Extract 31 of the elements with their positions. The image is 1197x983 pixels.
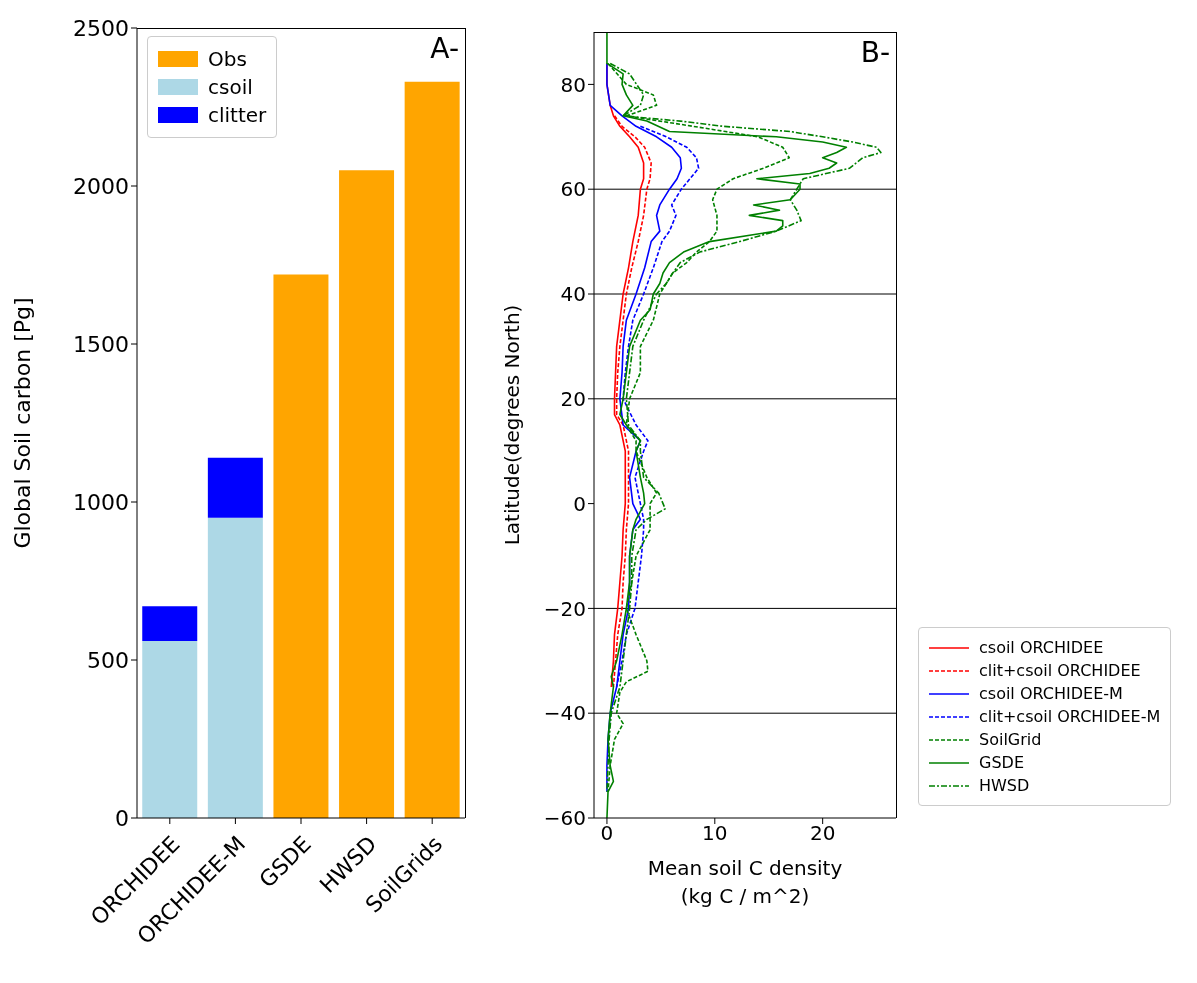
legend-label: clitter: [208, 103, 267, 127]
legend-label: GSDE: [979, 753, 1024, 772]
legend-label: Obs: [208, 47, 247, 71]
y-tick-label: −60: [543, 806, 586, 831]
y-tick-label: 60: [560, 177, 586, 202]
y-tick-label: −40: [543, 701, 586, 726]
y-tick-label: 80: [560, 72, 586, 97]
legend-label: HWSD: [979, 776, 1030, 795]
y-tick-label: 500: [87, 647, 129, 673]
annotation: B-: [860, 36, 890, 69]
legend-label: csoil ORCHIDEE: [979, 638, 1104, 657]
annotation: A-: [430, 32, 459, 65]
y-tick-label: −20: [543, 596, 586, 621]
legend-label: SoilGrid: [979, 730, 1042, 749]
legend-label: csoil: [208, 75, 253, 99]
y-tick-label: 40: [560, 282, 586, 307]
y-tick-label: 2000: [73, 173, 129, 199]
y-tick-label: 0: [573, 491, 586, 516]
legend-label: clit+csoil ORCHIDEE: [979, 661, 1141, 680]
y-axis-title: Global Soil carbon [Pg]: [9, 297, 35, 549]
y-tick-label: 2500: [73, 15, 129, 41]
x-tick-label: 20: [809, 821, 836, 846]
x-tick-label: 10: [702, 821, 728, 846]
x-tick-label: 0: [600, 821, 614, 846]
y-tick-label: 1500: [73, 331, 129, 357]
x-axis-title: Mean soil C density (kg C / m^2): [646, 855, 844, 910]
y-axis-title: Latitude(degrees North): [500, 304, 525, 546]
legend-label: clit+csoil ORCHIDEE-M: [979, 707, 1161, 726]
y-tick-label: 20: [560, 386, 586, 411]
y-tick-label: 1000: [73, 489, 129, 515]
legend-label: csoil ORCHIDEE-M: [979, 684, 1123, 703]
